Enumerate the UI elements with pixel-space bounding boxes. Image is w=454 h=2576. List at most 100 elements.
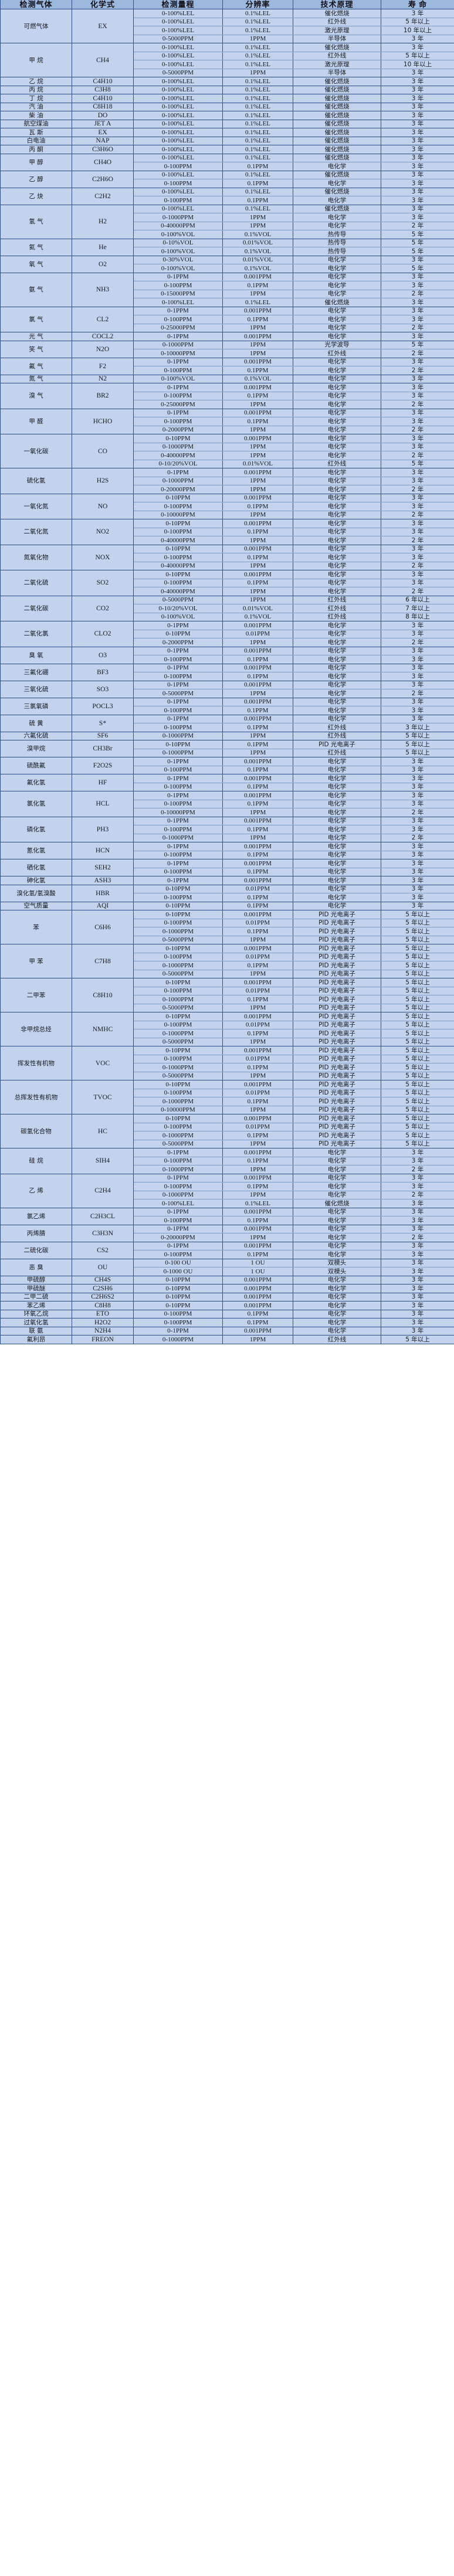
table-row: 0-5000PPM 1PPM PID 光电离子 5 年以上 [1,1003,454,1012]
resolution-cell: 1PPM [222,510,293,519]
lifetime-cell: 5 年以上 [381,952,454,961]
table-row: 硅 烷 SIH4 0-1PPM 0.001PPM 电化学 3 年 [0,1148,454,1174]
technology-principle-cell: 电化学 [293,1241,381,1250]
resolution-cell: 0.1PPM [222,655,293,664]
resolution-cell: 0.1PPM [222,961,293,970]
lifetime-cell: 2 年 [381,349,454,358]
technology-principle-cell: 电化学 [293,502,381,511]
gas-name-cell: 丁 烷 [0,94,72,103]
detection-range-cell: 0-10/20%VOL [133,604,223,613]
gas-name-cell: 臭 氧 [0,646,72,664]
resolution-cell: 0.01PPM [222,884,293,893]
chemical-formula-cell: HCL [72,791,134,817]
column-header-range: 检测量程 [133,0,223,9]
resolution-cell: 0.01PPM [222,1122,293,1131]
technology-principle-cell: 光学波导 [293,340,381,349]
resolution-cell: 1PPM [222,451,293,460]
detection-range-cell: 0-10PPM [133,1046,223,1055]
table-row: 0-100PPM 0.01PPM PID 光电离子 5 年以上 [1,952,454,961]
lifetime-cell: 5 年 [381,238,454,247]
gas-name-cell: 环氧乙烷 [0,1309,72,1318]
resolution-cell: 0.01PPM [222,986,293,995]
table-row: 甲 醇 CH4O 0-100%LEL 0.1%LEL 催化燃烧 3 年 [0,153,454,171]
resolution-cell: 0.1PPM [222,162,293,171]
gas-name-cell: 甲硫醚 [0,1284,72,1293]
chemical-formula-cell: C2H4 [72,1173,134,1208]
technology-principle-cell: 双模头 [293,1258,381,1267]
technology-principle-cell: 电化学 [293,1318,381,1327]
detection-range-cell: 0-10PPM [133,1114,223,1123]
lifetime-cell: 3 年 [381,119,454,128]
technology-principle-cell: 电化学 [293,1301,381,1310]
resolution-cell: 0.001PPM [222,816,293,825]
lifetime-cell: 5 年以上 [381,1012,454,1021]
chemical-formula-cell: C4H10 [72,94,134,103]
table-row: 0-1000PPM 0.1PPM PID 光电离子 5 年以上 [1,995,454,1004]
technology-principle-cell: PID 光电离子 [293,944,381,953]
gas-name-cell: 丙 烷 [0,85,72,94]
detection-range-cell: 0-100PPM [133,1054,223,1063]
technology-principle-cell: 电化学 [293,408,381,417]
technology-principle-cell: 电化学 [293,578,381,587]
technology-principle-cell: 电化学 [293,485,381,494]
table-row: 0-1000 OU 1 OU 双模头 3 年 [1,1267,454,1276]
detection-range-cell: 0-100%LEL [133,170,223,179]
lifetime-cell: 3 年 [381,1292,454,1301]
lifetime-cell: 3 年 [381,1267,454,1276]
table-row: 一氧化氮 NO 0-10PPM 0.001PPM 电化学 3 年 [0,493,454,519]
lifetime-cell: 3 年 [381,816,454,825]
resolution-cell: 1PPM [222,34,293,43]
resolution-cell: 0.1%VOL [222,374,293,383]
technology-principle-cell: 电化学 [293,213,381,222]
lifetime-cell: 3 年 [381,1148,454,1157]
resolution-cell: 0.001PPM [222,493,293,502]
chemical-formula-cell: C2H6O [72,170,134,188]
technology-principle-cell: 电化学 [293,536,381,545]
detection-range-cell: 0-100PPM [133,825,223,834]
resolution-cell: 0.1PPM [222,867,293,876]
detection-range-cell: 0-10000PPM [133,1105,223,1114]
lifetime-cell: 5 年以上 [381,961,454,970]
technology-principle-cell: PID 光电离子 [293,1105,381,1114]
detection-range-cell: 0-40000PPM [133,536,223,545]
technology-principle-cell: 红外线 [293,459,381,468]
detection-range-cell: 0-1PPM [133,306,223,315]
gas-name-cell: 笑 气 [0,340,72,358]
lifetime-cell: 3 年 [381,799,454,808]
detection-range-cell: 0-100%VOL [133,247,223,256]
table-row: 溴化氢/氢溴酸 HBR 0-10PPM 0.01PPM 电化学 3 年 [0,884,454,902]
lifetime-cell: 7 年以上 [381,604,454,613]
detection-range-cell: 0-100%LEL [133,43,223,52]
resolution-cell: 0.001PPM [222,1275,293,1284]
lifetime-cell: 5 年以上 [381,995,454,1004]
technology-principle-cell: 电化学 [293,672,381,681]
detection-range-cell: 0-1PPM [133,1241,223,1250]
technology-principle-cell: 催化燃烧 [293,298,381,307]
lifetime-cell: 3 年 [381,757,454,766]
lifetime-cell: 3 年 [381,1216,454,1225]
table-row: 柴 油 DO 0-100%LEL 0.1%LEL 催化燃烧 3 年 [0,111,454,120]
table-row: 丁 烷 C4H10 0-100%LEL 0.1%LEL 催化燃烧 3 年 [0,94,454,103]
table-row: 0-100PPM 0.1PPM 电化学 3 年 [1,782,454,791]
table-row: 0-100PPM 0.01PPM PID 光电离子 5 年以上 [1,1020,454,1029]
technology-principle-cell: 电化学 [293,1173,381,1182]
lifetime-cell: 2 年 [381,1233,454,1242]
gas-name-cell: 氟利昂 [0,1335,72,1344]
table-row: 0-5000PPM 1PPM PID 光电离子 5 年以上 [1,1071,454,1080]
detection-range-cell: 0-100PPM [133,502,223,511]
detection-range-cell: 0-100PPM [133,799,223,808]
detection-range-cell: 0-1000PPM [133,340,223,349]
chemical-formula-cell: C3H8 [72,85,134,94]
table-row: 苯 C6H6 0-10PPM 0.001PPM PID 光电离子 5 年以上 [0,910,454,944]
detection-range-cell: 0-100%LEL [133,17,223,26]
detection-range-cell: 0-1PPM [133,1224,223,1233]
detection-range-cell: 0-1000PPM [133,961,223,970]
table-row: 联 氨 N2H4 0-1PPM 0.001PPM 电化学 3 年 [0,1326,454,1335]
detection-range-cell: 0-1PPM [133,1173,223,1182]
lifetime-cell: 2 年 [381,536,454,545]
lifetime-cell: 5 年以上 [381,1114,454,1123]
technology-principle-cell: 红外线 [293,17,381,26]
detection-range-cell: 0-100%LEL [133,94,223,103]
detection-range-cell: 0-25000PPM [133,323,223,332]
detection-range-cell: 0-1PPM [133,332,223,341]
